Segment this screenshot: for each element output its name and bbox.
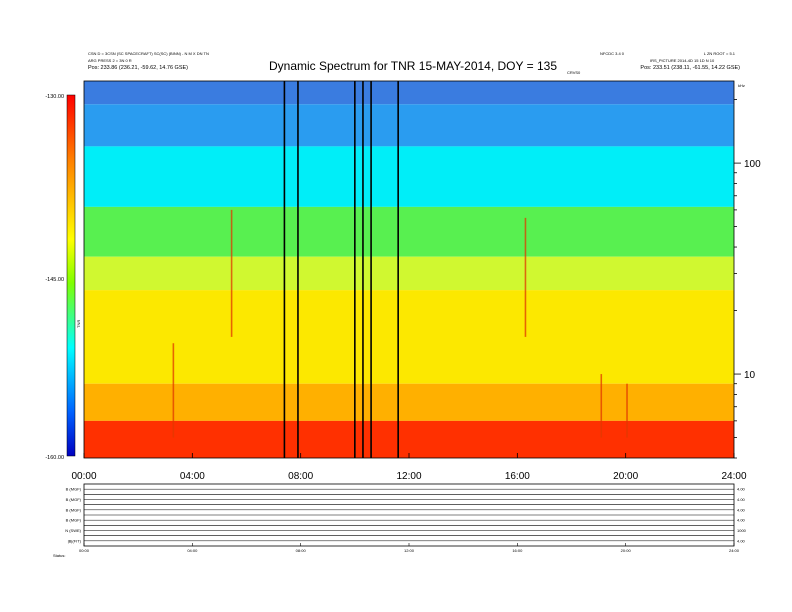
colorbar-tick-label: -145.00 — [45, 277, 64, 283]
y-axis-right: 100 10 — [734, 99, 761, 459]
row-label: |B|(FIT) — [68, 538, 82, 543]
colorbar: -130.00 -145.00 -160.00 TNR — [45, 94, 81, 461]
x-tick-label: 24:00 — [721, 471, 746, 482]
footer-label: Status: — [53, 553, 65, 558]
colorbar-label: TNR — [76, 320, 81, 328]
row-scale-label: 4.00 — [737, 497, 746, 502]
colorbar-tick-label: -160.00 — [45, 455, 64, 461]
row-label: N (SWE) — [65, 528, 81, 533]
timeseries-rows: B (MGF) 4.00 B (MGF) 4.00 B (MGF) 4.00 B (MGF)… — [65, 487, 746, 544]
timeseries-x-tick-label: 24:00 — [729, 548, 740, 553]
x-tick-label: 04:00 — [180, 471, 205, 482]
row-scale-label: 4.00 — [737, 507, 746, 512]
colorbar-tick-label: -130.00 — [45, 94, 64, 100]
row-scale-label: 1000 — [737, 528, 747, 533]
row-label: B (MGF) — [66, 518, 82, 523]
spectrum-band — [84, 420, 734, 458]
header-right-pos: Pos: 233.51 (238.11, -61.55, 14.22 GSE) — [640, 65, 740, 71]
x-tick-label: 12:00 — [396, 471, 421, 482]
header-left-line1: CSN D = 3CSN (SC SPACECRAFT) SC(SC) (BIN… — [88, 51, 209, 56]
spectrum-band — [84, 81, 734, 105]
timeseries-x-tick-label: 04:00 — [187, 548, 198, 553]
radio-burst — [600, 374, 603, 438]
radio-bursts — [172, 209, 628, 438]
header-right-mid: CRVS0 — [567, 70, 581, 75]
spectrum-band — [84, 383, 734, 421]
timeseries-x-tick-label: 16:00 — [512, 548, 523, 553]
radio-burst — [172, 343, 175, 438]
chart-title: Dynamic Spectrum for TNR 15-MAY-2014, DO… — [269, 59, 557, 73]
radio-burst — [524, 217, 527, 337]
data-gap-lines — [283, 81, 399, 458]
header-right-line1: L ZN ROOT = 5.1 — [704, 51, 736, 56]
timeseries-x-tick-label: 20:00 — [621, 548, 632, 553]
x-tick-label: 08:00 — [288, 471, 313, 482]
y-unit-label: kHz — [738, 83, 745, 88]
row-label: B (MGF) — [66, 487, 82, 492]
header-right-code: NFCDC 3.4 0 — [600, 51, 625, 56]
row-scale-label: 4.00 — [737, 538, 746, 543]
header-left-pos: Pos: 233.86 (236.21, -59.62, 14.76 GSE) — [88, 65, 188, 71]
spectrum-band — [84, 256, 734, 291]
spectrum-bands — [84, 81, 734, 458]
spectrum-band — [84, 104, 734, 147]
radio-burst — [230, 209, 233, 337]
x-tick-label: 16:00 — [505, 471, 530, 482]
spectrum-band — [84, 146, 734, 207]
timeseries-x-tick-label: 08:00 — [296, 548, 307, 553]
row-scale-label: 4.00 — [737, 518, 746, 523]
colorbar-gradient — [66, 94, 76, 457]
x-axis: 00:00 04:00 08:00 12:00 16:00 20:00 24:00 — [71, 453, 747, 482]
x-tick-label: 00:00 — [71, 471, 96, 482]
spectrum-band — [84, 290, 734, 384]
spectrogram-panel: 00:00 04:00 08:00 12:00 16:00 20:00 24:00 1001… — [71, 80, 761, 482]
x-tick-label: 20:00 — [613, 471, 638, 482]
timeseries-x-tick-label: 00:00 — [79, 548, 90, 553]
row-scale-label: 4.00 — [737, 487, 746, 492]
header-right-line2: IRS_PICTURE 2014-4D 15 1D N 10 — [650, 58, 715, 63]
timeseries-panel: B (MGF) 4.00 B (MGF) 4.00 B (MGF) 4.00 B (MGF)… — [53, 483, 747, 558]
radio-burst — [626, 383, 628, 438]
spectrum-band — [84, 206, 734, 257]
timeseries-x-axis: 00:00 04:00 08:00 12:00 16:00 20:00 24:00 — [79, 543, 740, 553]
y-tick-label: 10 — [744, 370, 756, 381]
y-tick-label: 100 — [744, 159, 761, 170]
timeseries-x-tick-label: 12:00 — [404, 548, 415, 553]
row-label: B (MGF) — [66, 497, 82, 502]
row-label: B (MGF) — [66, 507, 82, 512]
header-left-line2: ARG PRESS 2 = 3N 0 R — [88, 58, 132, 63]
